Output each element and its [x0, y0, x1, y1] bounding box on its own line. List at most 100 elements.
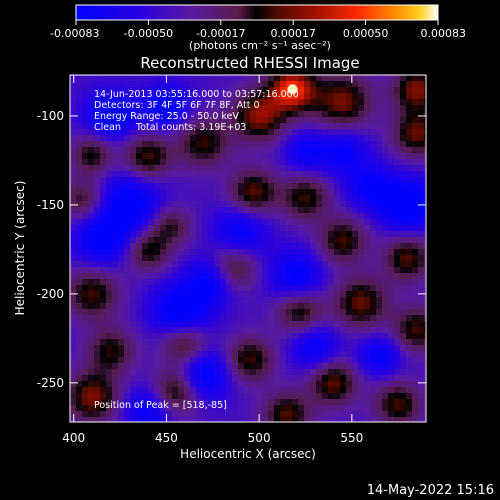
- heatmap-cell: [358, 405, 365, 412]
- heatmap-cell: [250, 417, 257, 423]
- heatmap-cell: [364, 159, 371, 166]
- heatmap-cell: [388, 93, 395, 100]
- heatmap-cell: [214, 147, 221, 154]
- heatmap-cell: [76, 123, 83, 130]
- heatmap-cell: [364, 153, 371, 160]
- heatmap-cell: [292, 123, 299, 130]
- heatmap-cell: [190, 147, 197, 154]
- heatmap-cell: [310, 327, 317, 334]
- heatmap-cell: [70, 321, 77, 328]
- heatmap-cell: [88, 213, 95, 220]
- heatmap-cell: [190, 267, 197, 274]
- heatmap-cell: [388, 99, 395, 106]
- heatmap-cell: [352, 405, 359, 412]
- heatmap-cell: [286, 375, 293, 382]
- heatmap-cell: [226, 171, 233, 178]
- heatmap-cell: [136, 165, 143, 172]
- heatmap-cell: [400, 273, 407, 280]
- heatmap-cell: [76, 225, 83, 232]
- heatmap-cell: [226, 363, 233, 370]
- heatmap-cell: [274, 297, 281, 304]
- heatmap-cell: [352, 297, 359, 304]
- heatmap-cell: [418, 381, 425, 388]
- heatmap-cell: [268, 111, 275, 118]
- heatmap-cell: [334, 399, 341, 406]
- heatmap-cell: [160, 99, 167, 106]
- heatmap-cell: [418, 141, 425, 148]
- heatmap-cell: [220, 309, 227, 316]
- heatmap-cell: [94, 315, 101, 322]
- heatmap-cell: [418, 387, 425, 394]
- heatmap-cell: [208, 147, 215, 154]
- heatmap-cell: [166, 189, 173, 196]
- heatmap-cell: [286, 123, 293, 130]
- heatmap-cell: [154, 123, 161, 130]
- x-tick-label: 400: [62, 431, 85, 445]
- heatmap-cell: [304, 411, 311, 418]
- heatmap-cell: [262, 411, 269, 418]
- heatmap-cell: [268, 159, 275, 166]
- heatmap-cell: [88, 411, 95, 418]
- heatmap-cell: [376, 207, 383, 214]
- heatmap-cell: [334, 87, 341, 94]
- heatmap-cell: [250, 345, 257, 352]
- heatmap-cell: [208, 207, 215, 214]
- heatmap-cell: [130, 201, 137, 208]
- heatmap-cell: [382, 261, 389, 268]
- heatmap-cell: [184, 165, 191, 172]
- heatmap-cell: [154, 111, 161, 118]
- heatmap-cell: [310, 99, 317, 106]
- heatmap-cell: [82, 87, 89, 94]
- heatmap-cell: [208, 393, 215, 400]
- heatmap-cell: [172, 141, 179, 148]
- heatmap-cell: [70, 351, 77, 358]
- heatmap-cell: [94, 399, 101, 406]
- heatmap-cell: [196, 411, 203, 418]
- heatmap-cell: [412, 183, 419, 190]
- heatmap-cell: [94, 237, 101, 244]
- heatmap-cell: [358, 237, 365, 244]
- heatmap-cell: [172, 267, 179, 274]
- heatmap-cell: [424, 99, 427, 106]
- heatmap-cell: [340, 189, 347, 196]
- heatmap-cell: [418, 297, 425, 304]
- heatmap-cell: [256, 309, 263, 316]
- heatmap-cell: [406, 141, 413, 148]
- heatmap-cell: [346, 99, 353, 106]
- heatmap-cell: [298, 99, 305, 106]
- heatmap-cell: [244, 81, 251, 88]
- heatmap-cell: [400, 195, 407, 202]
- heatmap-cell: [100, 327, 107, 334]
- heatmap-cell: [220, 249, 227, 256]
- heatmap-cell: [178, 165, 185, 172]
- heatmap-cell: [82, 291, 89, 298]
- heatmap-cell: [250, 393, 257, 400]
- heatmap-cell: [142, 405, 149, 412]
- heatmap-cell: [208, 129, 215, 136]
- heatmap-cell: [76, 249, 83, 256]
- heatmap-cell: [100, 123, 107, 130]
- heatmap-cell: [406, 123, 413, 130]
- heatmap-cell: [202, 411, 209, 418]
- heatmap-cell: [220, 291, 227, 298]
- heatmap-cell: [76, 171, 83, 178]
- heatmap-cell: [376, 309, 383, 316]
- heatmap-cell: [376, 231, 383, 238]
- heatmap-cell: [316, 261, 323, 268]
- heatmap-cell: [244, 321, 251, 328]
- heatmap-cell: [100, 399, 107, 406]
- heatmap-cell: [82, 369, 89, 376]
- heatmap-cell: [250, 111, 257, 118]
- heatmap-cell: [400, 225, 407, 232]
- heatmap-cell: [244, 129, 251, 136]
- heatmap-cell: [328, 375, 335, 382]
- heatmap-cell: [262, 111, 269, 118]
- heatmap-cell: [274, 225, 281, 232]
- heatmap-cell: [154, 171, 161, 178]
- heatmap-cell: [250, 321, 257, 328]
- heatmap-cell: [232, 357, 239, 364]
- heatmap-cell: [370, 195, 377, 202]
- heatmap-cell: [196, 339, 203, 346]
- heatmap-cell: [292, 141, 299, 148]
- heatmap-cell: [70, 303, 77, 310]
